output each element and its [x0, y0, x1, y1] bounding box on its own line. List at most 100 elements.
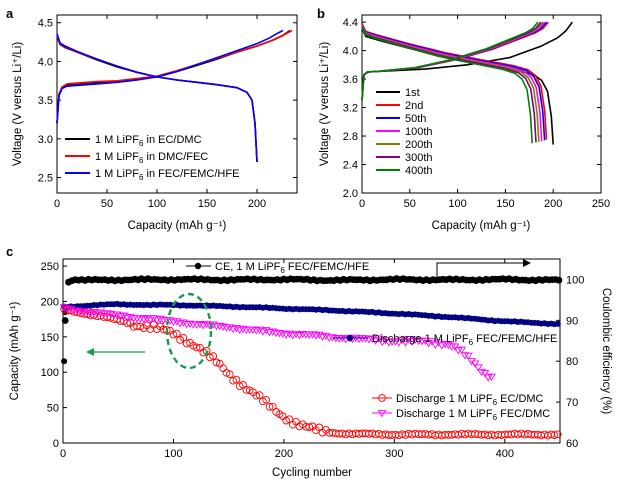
panel-a-ytick-label: 4.0	[38, 56, 53, 68]
panel-c-discharge-ecdmc-point	[219, 364, 227, 373]
panel-c-ytick-label: 150	[41, 332, 59, 344]
panel-c-green-arrowhead	[86, 348, 94, 356]
panel-c-ytick-label: 200	[41, 296, 59, 308]
panel-b-series-1-charge-line	[361, 21, 550, 101]
panel-c-discharge-fecdmc-point	[225, 324, 235, 332]
panel-c-discharge-fecdmc-point	[59, 304, 69, 312]
panel-b-legend-label-1: 2nd	[405, 100, 423, 112]
panel-c-discharge-ecdmc-point	[252, 391, 261, 400]
panel-c-ytick-label: 90	[566, 315, 578, 327]
panel-c-discharge-fecdmc-point	[424, 340, 433, 348]
panel-c-discharge-ecdmc-point	[265, 402, 274, 411]
panel-b-series-3-charge-line	[361, 21, 546, 101]
panel-c-discharge-ecdmc-point	[282, 416, 290, 425]
panel-c-discharge-fecdmc-point	[142, 315, 152, 323]
panel-c-discharge-fecdmc-point	[261, 327, 271, 335]
panel-c-discharge-fecdmc-point	[430, 341, 440, 349]
panel-b-xtick-label: 250	[592, 198, 610, 210]
panel-c-discharge-fecdmc-point	[410, 336, 420, 344]
panel-b-xtick-label: 200	[544, 198, 562, 210]
panel-c-highlight-ellipse	[165, 292, 213, 370]
panel-c-discharge-fecdmc-point	[66, 305, 76, 313]
panel-c-discharge-ecdmc-point	[206, 353, 214, 362]
panel-c-discharge-fecdmc-point	[195, 321, 205, 329]
panel-c-discharge-fecdmc-point	[202, 320, 211, 329]
panel-c-discharge-fecdmc-point	[298, 330, 308, 339]
panel-c-discharge-fecdmc-point	[463, 352, 473, 361]
panel-c-discharge-fecdmc-point	[215, 322, 225, 331]
panel-b-ytick-label: 4.4	[343, 17, 358, 29]
panel-b-xtick-label: 50	[404, 198, 416, 210]
panel-c-y-axis-title: Capacity (mAh g⁻¹)	[9, 301, 21, 400]
panel-c-discharge-fecdmc-point	[106, 310, 115, 319]
panel-b-y-axis-title: Voltage (V versus Li⁺/Li)	[319, 42, 331, 166]
panel-b-x-axis-title: Capacity (mAh g⁻¹)	[432, 220, 531, 232]
panel-c-ecdmc-legend-marker	[378, 394, 386, 402]
panel-c-discharge-fecdmc-point	[457, 346, 467, 354]
panel-c-discharge-fecdmc-point	[420, 337, 430, 345]
panel-b-ytick-label: 4.0	[343, 46, 358, 58]
panel-c-discharge-fecdmc-point	[444, 341, 453, 350]
panel-c-xtick-label: 400	[496, 448, 514, 460]
panel-b-series-5-discharge-line	[361, 26, 537, 143]
panel-c-y2-axis-title: Coulombic efficiency (%)	[600, 288, 612, 415]
panel-c-xtick-label: 200	[275, 448, 293, 460]
panel-b-legend-label-0: 1st	[405, 87, 420, 99]
panel-a-y-axis-title: Voltage (V versus Li⁺/Li)	[12, 42, 24, 166]
panel-c-discharge-ecdmc-point	[116, 317, 125, 325]
panel-c-discharge-ecdmc-point	[305, 423, 314, 431]
panel-c-discharge-fecdmc-point	[102, 310, 112, 318]
panel-c-discharge-fecdmc-point	[179, 319, 188, 327]
panel-c-discharge-fecdmc-point	[89, 309, 99, 317]
panel-c-ce-point	[61, 317, 69, 324]
panel-c-discharge-ecdmc-point	[235, 382, 244, 391]
panel-c-fecdmc-label: Discharge 1 M LiPF6 FEC/DMC	[396, 408, 550, 422]
panel-c-discharge-fecdmc-point	[377, 338, 387, 347]
panel-b-frame	[361, 14, 602, 194]
panel-c-discharge-fecdmc-point	[149, 315, 158, 323]
panel-a-legend-label-2: 1 M LiPF6 in FEC/FEMC/HFE	[95, 168, 239, 182]
panel-c-discharge-ecdmc-point	[242, 386, 251, 394]
panel-c-ytick-label: 70	[566, 397, 578, 409]
panel-b-legend-label-6: 400th	[405, 165, 433, 177]
panel-c-discharge-fecdmc-point	[135, 315, 145, 323]
panel-c-discharge-fecdmc-point	[76, 308, 86, 316]
panel-c-x-axis-title: Cycling number	[272, 467, 352, 479]
panel-c-discharge-fecdmc-point	[477, 368, 486, 377]
panel-c-discharge-fecdmc-point	[285, 330, 294, 338]
panel-c-discharge-fecdmc-point	[467, 358, 476, 366]
panel-c-discharge-fecdmc-point	[487, 373, 496, 381]
panel-c-discharge-fecdmc-point	[404, 336, 414, 344]
panel-c-discharge-fecdmc-point	[314, 331, 324, 339]
panel-a-xtick-label: 100	[148, 198, 166, 210]
panel-a-ytick-label: 3.0	[38, 134, 53, 146]
panel-b-legend-label-4: 200th	[405, 139, 433, 151]
panel-c-ytick-label: 0	[53, 438, 59, 450]
panel-c-ce-label: CE, 1 M LiPF6 FEC/FEMC/HFE	[215, 261, 369, 275]
panel-c-discharge-fecdmc-point	[145, 316, 155, 324]
panel-a-ytick-label: 2.5	[38, 173, 53, 185]
panel-c-xtick-label: 100	[164, 448, 182, 460]
panel-c-hfe-label: Discharge 1 M LiPF6 FEC/FEMC/HFE	[372, 333, 557, 347]
panel-c-ce-axis-arrowhead	[523, 259, 531, 267]
panel-b-series-0-discharge-line	[361, 28, 554, 145]
panel-c-discharge-ecdmc-point	[255, 391, 264, 399]
panel-b-plot: 0 50 100 150 200 250 2.0 2.4 2.8 3.2 3.6 4.0 4.4 Capa…	[319, 14, 610, 232]
panel-c-discharge-fecdmc-point	[460, 352, 470, 360]
panel-c-discharge-fecdmc-point	[268, 328, 278, 336]
panel-c-discharge-fecdmc-point	[334, 335, 344, 343]
panel-a-legend-label-0: 1 M LiPF6 in EC/DMC	[95, 134, 202, 148]
panel-c-discharge-fecdmc-point	[155, 315, 165, 324]
panel-c-ce-point	[555, 276, 563, 284]
panel-c-discharge-fecdmc-point	[255, 326, 264, 334]
panel-c-discharge-fecdmc-point	[308, 331, 317, 339]
panel-a-series-2-discharge-line	[56, 33, 258, 163]
panel-b-xtick-label: 0	[359, 198, 365, 210]
panel-c-discharge-fecdmc-point	[172, 318, 182, 326]
panel-c-hfe-legend-marker	[346, 334, 354, 342]
panel-c-discharge-fecdmc-point	[185, 320, 195, 328]
panel-c-discharge-ecdmc-point	[123, 319, 131, 327]
panel-c-discharge-ecdmc-point	[262, 395, 271, 404]
panel-a-series-2-charge-line	[56, 29, 284, 124]
panel-c-ytick-label: 100	[41, 367, 59, 379]
